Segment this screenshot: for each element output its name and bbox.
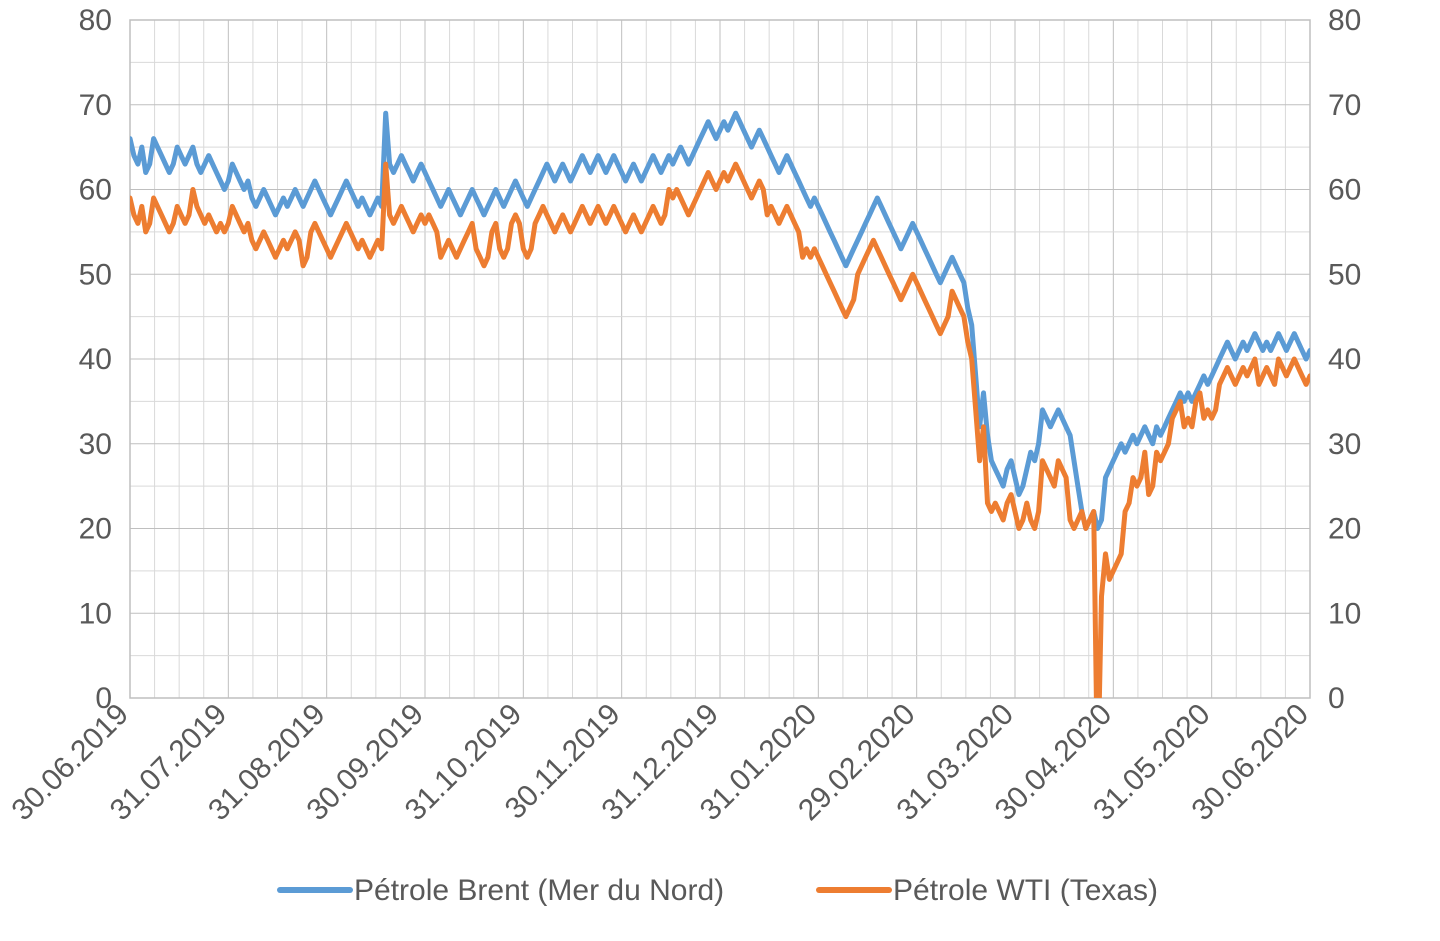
y-tick-label-left: 80 <box>79 4 112 37</box>
y-tick-label-left: 30 <box>79 428 112 461</box>
legend-label-1: Pétrole WTI (Texas) <box>893 874 1158 907</box>
y-tick-label-left: 70 <box>79 89 112 122</box>
y-tick-label-left: 10 <box>79 597 112 630</box>
y-tick-label-left: 40 <box>79 343 112 376</box>
chart-svg: 001010202030304040505060607070808030.06.… <box>0 0 1440 941</box>
legend-label-0: Pétrole Brent (Mer du Nord) <box>354 874 724 907</box>
y-tick-label-left: 50 <box>79 258 112 291</box>
y-tick-label-left: 60 <box>79 174 112 207</box>
y-tick-label-right: 60 <box>1328 174 1361 207</box>
y-tick-label-right: 10 <box>1328 597 1361 630</box>
legend: Pétrole Brent (Mer du Nord) Pétrole WTI (… <box>280 874 1158 907</box>
y-tick-label-right: 50 <box>1328 258 1361 291</box>
y-tick-label-right: 70 <box>1328 89 1361 122</box>
y-tick-label-right: 0 <box>1328 682 1345 715</box>
oil-price-chart: 001010202030304040505060607070808030.06.… <box>0 0 1440 941</box>
y-tick-label-right: 80 <box>1328 4 1361 37</box>
y-tick-label-right: 40 <box>1328 343 1361 376</box>
y-tick-label-left: 20 <box>79 513 112 546</box>
y-tick-label-right: 20 <box>1328 513 1361 546</box>
y-tick-label-right: 30 <box>1328 428 1361 461</box>
